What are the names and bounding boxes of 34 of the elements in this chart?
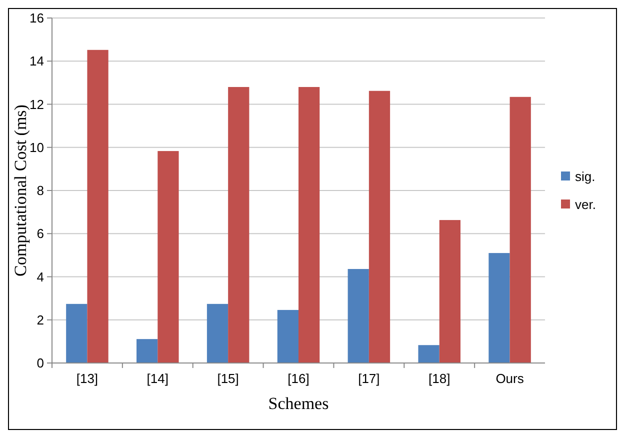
y-tick-label: 4 <box>36 269 44 284</box>
y-tick-label: 8 <box>36 183 44 198</box>
bar <box>66 304 88 363</box>
x-tick-label: [18] <box>428 371 450 386</box>
y-tick-label: 10 <box>30 140 44 155</box>
bar <box>418 345 440 363</box>
x-tick-label: [16] <box>288 371 310 386</box>
x-tick-label: [15] <box>217 371 239 386</box>
bar <box>348 268 369 363</box>
x-axis-title: Schemes <box>268 394 329 413</box>
y-tick-label: 16 <box>30 10 44 26</box>
bar <box>228 87 250 363</box>
bar <box>488 253 510 363</box>
bar <box>206 304 228 363</box>
y-tick-label: 14 <box>30 54 44 69</box>
bar <box>298 87 320 363</box>
x-tick-label: [14] <box>146 371 168 386</box>
y-axis-title: Computational Cost (ms) <box>11 104 30 276</box>
y-tick-label: 6 <box>36 226 44 242</box>
legend-label: sig. <box>575 169 596 184</box>
bar <box>87 50 108 363</box>
x-tick-label: Ours <box>496 371 524 386</box>
bar <box>439 220 460 363</box>
bar <box>158 151 179 363</box>
bar <box>510 96 531 363</box>
bar <box>368 90 390 363</box>
x-tick-label: [17] <box>358 371 380 386</box>
bar <box>277 310 298 363</box>
bar <box>136 339 158 363</box>
legend-label: ver. <box>575 197 596 212</box>
y-tick-label: 12 <box>30 96 44 112</box>
y-tick-label: 2 <box>36 312 44 328</box>
x-tick-label: [13] <box>76 371 98 386</box>
y-tick-label: 0 <box>36 356 44 371</box>
